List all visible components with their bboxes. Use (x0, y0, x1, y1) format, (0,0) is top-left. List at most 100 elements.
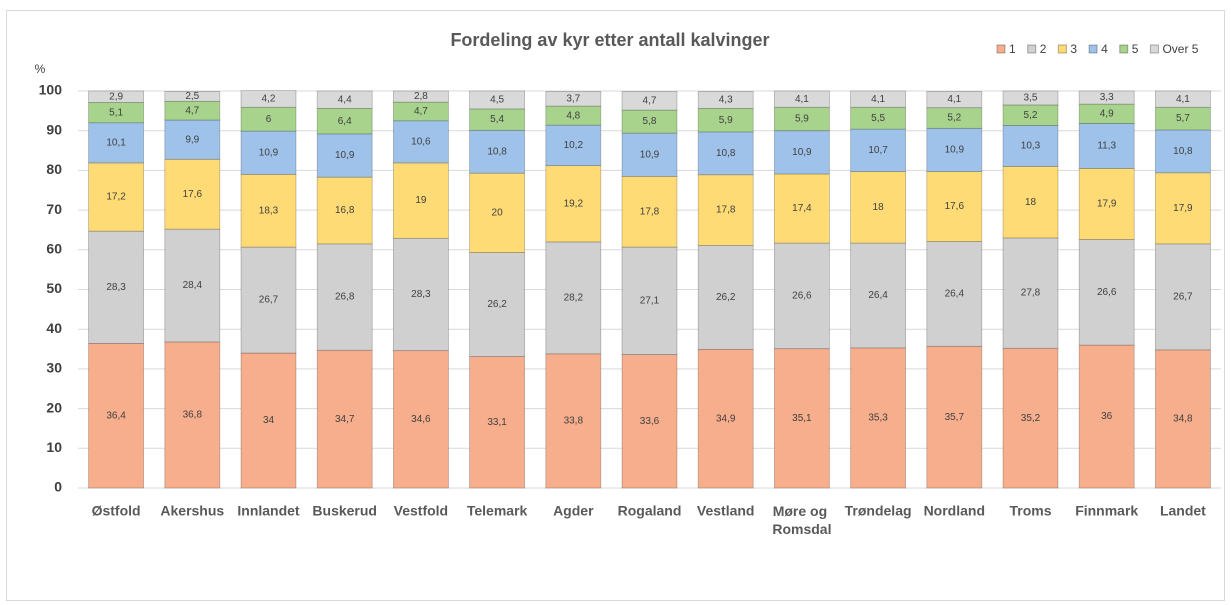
data-label: 4,1 (795, 94, 809, 105)
data-label: 6,4 (338, 116, 352, 127)
data-label: 18,3 (259, 205, 279, 216)
bar-segment (240, 173, 297, 248)
bar-segment (164, 119, 221, 160)
data-label: 36 (1101, 411, 1113, 422)
legend-label: 1 (1009, 42, 1016, 56)
x-tick-label: Troms (1009, 503, 1051, 519)
data-label: 10,3 (1021, 141, 1041, 152)
x-tick-label: Innlandet (237, 503, 300, 519)
bar-segment (164, 228, 221, 343)
bar-segment (926, 90, 983, 109)
bar-segment (697, 174, 754, 246)
x-tick-label: Trøndelag (845, 503, 912, 519)
x-tick-label: Østfold (92, 503, 141, 519)
bar-segment (621, 132, 678, 177)
y-axis-label: % (35, 62, 46, 76)
bar-segment (1078, 123, 1135, 169)
data-label: 17,2 (106, 192, 126, 203)
bar-segment (316, 243, 373, 351)
x-tick-label: Vestfold (394, 503, 448, 519)
data-label: 5,9 (719, 115, 733, 126)
data-label: 34 (263, 415, 275, 426)
data-label: 5,8 (643, 116, 657, 127)
data-label: 5,4 (490, 114, 504, 125)
data-label: 27,8 (1021, 288, 1041, 299)
data-label: 11,3 (1097, 141, 1116, 152)
bar-segment (240, 130, 297, 175)
data-label: 10,9 (259, 147, 279, 158)
y-tick-label: 50 (46, 280, 62, 296)
data-label: 26,6 (1097, 287, 1117, 298)
data-label: 26,2 (716, 292, 736, 303)
bar-segment (926, 127, 983, 172)
data-label: 4,1 (947, 94, 961, 105)
bar-segment (545, 165, 602, 243)
data-label: 3,5 (1024, 93, 1038, 104)
bar-segment (316, 108, 373, 135)
legend-swatch (996, 44, 1006, 54)
data-label: 35,7 (945, 412, 965, 423)
bar-segment (1078, 168, 1135, 240)
data-label: 35,2 (1021, 413, 1041, 424)
bar-segment (926, 345, 983, 489)
data-label: 5,7 (1176, 113, 1190, 124)
bar-segment (164, 341, 221, 489)
chart-title: Fordeling av kyr etter antall kalvinger (450, 30, 769, 50)
x-tick-label: Møre og Romsdal (772, 503, 831, 537)
bar-segment (88, 122, 144, 164)
bar-segment (240, 246, 297, 354)
bar-segment (1002, 166, 1059, 239)
data-label: 10,1 (106, 137, 126, 148)
data-label: 26,7 (1173, 291, 1193, 302)
bar-segment (697, 349, 754, 489)
bar-segment (316, 349, 373, 489)
bar-segment (88, 230, 144, 344)
data-label: 33,6 (640, 416, 660, 427)
bar-segment (545, 90, 602, 107)
bar-segment (621, 354, 678, 489)
x-tick-label: Akershus (160, 503, 224, 519)
x-tick-label: Rogaland (618, 503, 682, 519)
bar-segment (392, 120, 449, 164)
x-tick-label: Buskerud (312, 503, 377, 519)
x-tick-label: Landet (1160, 503, 1206, 519)
data-label: 10,8 (487, 146, 507, 157)
data-label: 35,1 (792, 413, 812, 424)
bar-segment (88, 162, 144, 232)
bar-segment (545, 124, 602, 167)
data-label: 4,8 (566, 110, 580, 121)
data-label: 4,9 (1100, 108, 1114, 119)
bar-segment (774, 173, 830, 244)
data-label: 10,9 (792, 147, 812, 158)
bar-segment (392, 90, 449, 103)
bar-segment (774, 242, 830, 350)
data-label: 26,2 (487, 299, 507, 310)
bar-segment (850, 128, 906, 172)
legend-swatch (1027, 44, 1037, 54)
data-label: 5,1 (109, 107, 123, 118)
legend-label: 5 (1132, 42, 1139, 56)
data-label: 17,6 (183, 189, 203, 200)
data-label: 19 (415, 195, 427, 206)
bar-segment (1078, 90, 1135, 105)
data-label: 34,6 (411, 414, 431, 425)
data-label: 17,8 (716, 205, 736, 216)
bar-segment (621, 90, 678, 111)
bar-segment (697, 245, 754, 350)
data-label: 34,8 (1173, 414, 1193, 425)
data-label: 17,9 (1097, 199, 1117, 210)
bar-segment (316, 133, 373, 178)
y-tick-label: 70 (46, 201, 62, 217)
data-label: 2,9 (109, 91, 123, 102)
bar-segment (774, 130, 830, 175)
legend-label: 3 (1070, 42, 1077, 56)
bar-segment (1002, 347, 1059, 489)
data-label: 16,8 (335, 205, 355, 216)
x-tick-label: Finnmark (1075, 503, 1138, 519)
legend-label: Over 5 (1162, 42, 1198, 56)
bar-segment (621, 175, 678, 248)
bar-segment (1155, 172, 1211, 245)
bar-segment (469, 252, 526, 357)
bar-segment (392, 350, 449, 489)
